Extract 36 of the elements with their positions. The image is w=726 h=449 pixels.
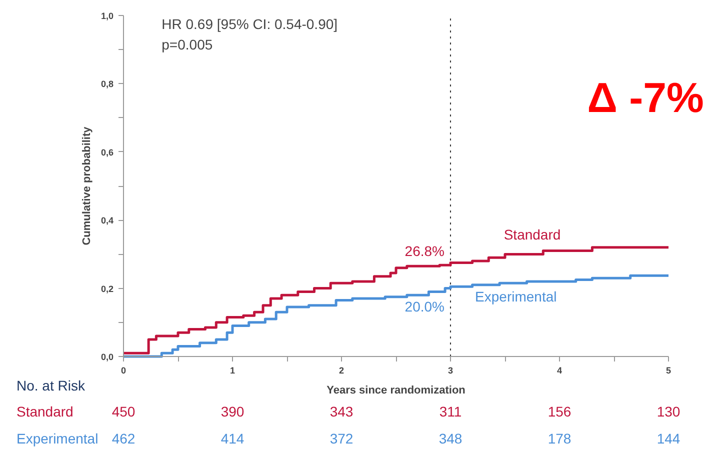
text: No. at Risk	[16, 378, 86, 394]
y-tick-label: 0,2	[100, 284, 114, 294]
text: 450	[112, 404, 136, 420]
text: 462	[112, 430, 136, 446]
y-tick-label: 1,0	[100, 11, 114, 21]
y-tick-label: 0,8	[100, 79, 114, 90]
y-tick-label: 0,6	[100, 147, 114, 158]
text: 414	[220, 430, 244, 446]
x-tick-label: 2	[338, 366, 344, 376]
annotation: 26.8%	[404, 243, 445, 260]
text: 348	[438, 430, 462, 446]
text: Experimental	[16, 430, 98, 446]
x-tick-label: 5	[666, 366, 672, 376]
x-axis-title: Years since randomization	[326, 384, 466, 396]
y-tick-label: 0,4	[100, 216, 114, 226]
series-label: Standard	[504, 226, 561, 242]
text: 343	[330, 404, 354, 420]
y-tick-label: 0,0	[100, 352, 114, 362]
x-tick-label: 3	[448, 366, 454, 376]
series-label: Experimental	[475, 288, 557, 305]
text: 156	[548, 404, 572, 420]
text: 311	[439, 404, 462, 420]
text: Standard	[16, 404, 74, 420]
text: 144	[656, 430, 680, 446]
text: 372	[330, 430, 354, 446]
x-tick-label: 0	[120, 366, 126, 376]
annotation: Δ -7%	[587, 74, 704, 121]
x-tick-label: 4	[556, 366, 562, 376]
annotation: 20.0%	[404, 298, 445, 314]
x-tick-label: 1	[230, 366, 236, 376]
annotation: HR 0.69 [95% CI: 0.54-0.90]	[162, 16, 338, 32]
text: 130	[656, 404, 680, 420]
annotation: p=0.005	[162, 36, 213, 52]
text: 390	[220, 404, 244, 420]
text: 178	[548, 430, 572, 446]
y-axis-title: Cumulative probability	[80, 126, 93, 246]
